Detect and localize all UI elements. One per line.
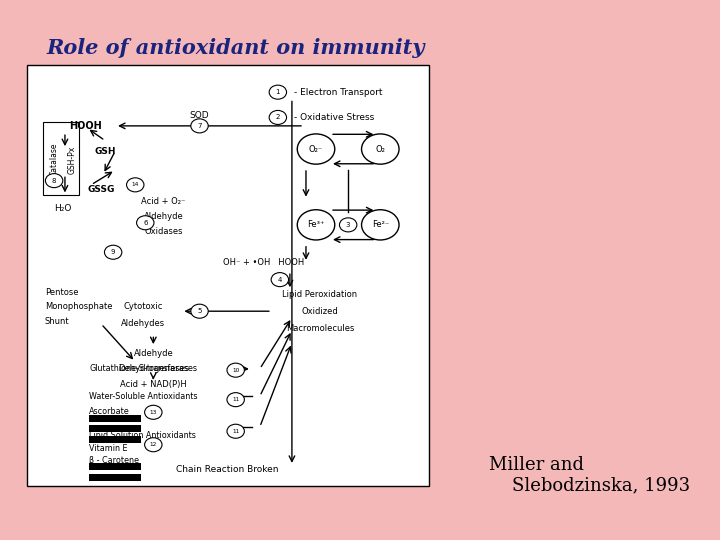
Text: 10: 10 bbox=[232, 368, 239, 373]
Text: Oxidases: Oxidases bbox=[144, 227, 183, 235]
Text: O₂⁻: O₂⁻ bbox=[309, 145, 323, 153]
Text: Acid + O₂⁻: Acid + O₂⁻ bbox=[141, 197, 186, 206]
Circle shape bbox=[269, 111, 287, 124]
Circle shape bbox=[361, 134, 399, 164]
Bar bbox=[89, 474, 141, 481]
Circle shape bbox=[227, 424, 244, 438]
Circle shape bbox=[127, 178, 144, 192]
Text: 2: 2 bbox=[276, 114, 280, 120]
Circle shape bbox=[297, 210, 335, 240]
Text: Lipid Solution Antioxidants: Lipid Solution Antioxidants bbox=[89, 431, 196, 440]
Text: 7: 7 bbox=[197, 123, 202, 129]
Text: 1: 1 bbox=[276, 89, 280, 95]
Text: GSH-Px: GSH-Px bbox=[67, 145, 76, 174]
Circle shape bbox=[145, 438, 162, 452]
Text: Pentose: Pentose bbox=[45, 288, 78, 297]
Text: - Oxidative Stress: - Oxidative Stress bbox=[294, 113, 374, 122]
Text: Monophosphate: Monophosphate bbox=[45, 302, 112, 312]
Circle shape bbox=[145, 405, 162, 419]
Circle shape bbox=[361, 210, 399, 240]
Text: Chain Reaction Broken: Chain Reaction Broken bbox=[176, 465, 279, 475]
Bar bbox=[89, 426, 141, 432]
Circle shape bbox=[45, 174, 63, 188]
Circle shape bbox=[297, 134, 335, 164]
Text: - Electron Transport: - Electron Transport bbox=[294, 87, 382, 97]
Text: Miller and
    Slebodzinska, 1993: Miller and Slebodzinska, 1993 bbox=[489, 456, 690, 495]
Text: O₂: O₂ bbox=[375, 145, 385, 153]
Text: 11: 11 bbox=[232, 429, 239, 434]
Text: Acid + NAD(P)H: Acid + NAD(P)H bbox=[120, 380, 186, 389]
Text: 13: 13 bbox=[150, 410, 157, 415]
Text: GSSG: GSSG bbox=[87, 185, 114, 193]
Text: HOOH: HOOH bbox=[68, 121, 102, 131]
Text: Aldehyde: Aldehyde bbox=[133, 349, 174, 358]
Text: 6: 6 bbox=[143, 220, 148, 226]
Text: 3: 3 bbox=[346, 222, 351, 228]
Text: Ascorbate: Ascorbate bbox=[89, 407, 130, 415]
Bar bbox=[89, 463, 141, 470]
Circle shape bbox=[137, 215, 154, 230]
Text: 12: 12 bbox=[150, 442, 157, 447]
Text: Fe³⁺: Fe³⁺ bbox=[307, 220, 325, 230]
Text: Water-Soluble Antioxidants: Water-Soluble Antioxidants bbox=[89, 392, 197, 401]
Text: 11: 11 bbox=[232, 397, 239, 402]
Circle shape bbox=[227, 393, 244, 407]
Text: 5: 5 bbox=[197, 308, 202, 314]
Text: 4: 4 bbox=[278, 276, 282, 282]
Text: β - Carotene: β - Carotene bbox=[89, 456, 139, 465]
Text: Aldehyde: Aldehyde bbox=[143, 212, 184, 221]
Text: Role of antioxidant on immunity: Role of antioxidant on immunity bbox=[47, 38, 426, 58]
Circle shape bbox=[339, 218, 357, 232]
Text: 14: 14 bbox=[132, 183, 139, 187]
Text: H₂O: H₂O bbox=[54, 204, 71, 213]
Text: 8: 8 bbox=[52, 178, 56, 184]
Circle shape bbox=[191, 119, 208, 133]
Text: Fe²⁻: Fe²⁻ bbox=[372, 220, 389, 230]
Text: SOD: SOD bbox=[189, 111, 210, 120]
Text: OH⁻ + •OH   HOOH: OH⁻ + •OH HOOH bbox=[223, 258, 305, 267]
Bar bbox=[89, 436, 141, 443]
Text: 9: 9 bbox=[111, 249, 115, 255]
Text: Oxidized: Oxidized bbox=[302, 307, 338, 316]
Circle shape bbox=[191, 304, 208, 318]
Text: Aldehydes: Aldehydes bbox=[121, 319, 166, 328]
Text: Vitamin E: Vitamin E bbox=[89, 444, 127, 454]
Circle shape bbox=[269, 85, 287, 99]
Text: Shunt: Shunt bbox=[45, 317, 70, 326]
Text: Cytotoxic: Cytotoxic bbox=[124, 302, 163, 312]
Text: Macromolecules: Macromolecules bbox=[286, 323, 354, 333]
Circle shape bbox=[104, 245, 122, 259]
Text: GSH: GSH bbox=[94, 147, 116, 156]
Circle shape bbox=[271, 273, 289, 287]
Text: Lipid Peroxidation: Lipid Peroxidation bbox=[282, 290, 358, 299]
Circle shape bbox=[227, 363, 244, 377]
FancyBboxPatch shape bbox=[27, 65, 428, 486]
Text: Glutathione-S-transferases: Glutathione-S-transferases bbox=[89, 364, 197, 373]
Text: Catalase: Catalase bbox=[50, 143, 58, 177]
Text: Dehydrogenases: Dehydrogenases bbox=[118, 364, 189, 373]
Bar bbox=[89, 415, 141, 422]
